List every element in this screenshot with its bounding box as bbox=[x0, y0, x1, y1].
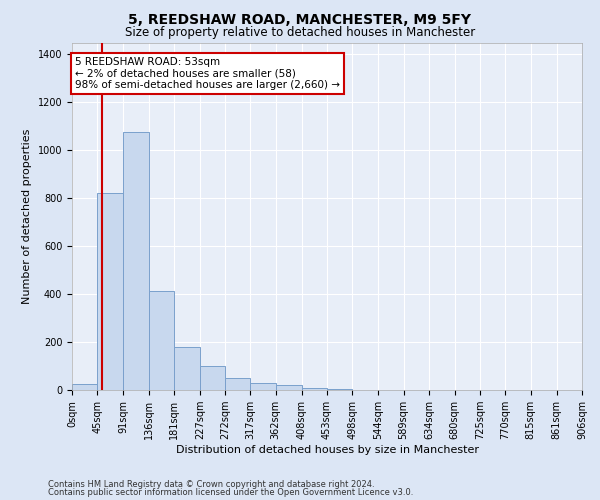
X-axis label: Distribution of detached houses by size in Manchester: Distribution of detached houses by size … bbox=[176, 445, 479, 455]
Y-axis label: Number of detached properties: Number of detached properties bbox=[22, 128, 32, 304]
Text: 5, REEDSHAW ROAD, MANCHESTER, M9 5FY: 5, REEDSHAW ROAD, MANCHESTER, M9 5FY bbox=[128, 12, 472, 26]
Bar bbox=[97, 194, 123, 390]
Bar bbox=[149, 290, 174, 390]
Bar bbox=[200, 366, 225, 390]
Bar bbox=[225, 378, 250, 390]
Bar bbox=[302, 388, 327, 390]
Text: 5 REEDSHAW ROAD: 53sqm
← 2% of detached houses are smaller (58)
98% of semi-deta: 5 REEDSHAW ROAD: 53sqm ← 2% of detached … bbox=[75, 57, 340, 90]
Bar bbox=[174, 347, 200, 390]
Bar bbox=[276, 385, 302, 390]
Bar bbox=[123, 132, 149, 390]
Text: Contains HM Land Registry data © Crown copyright and database right 2024.: Contains HM Land Registry data © Crown c… bbox=[48, 480, 374, 489]
Bar bbox=[250, 383, 276, 390]
Text: Size of property relative to detached houses in Manchester: Size of property relative to detached ho… bbox=[125, 26, 475, 39]
Text: Contains public sector information licensed under the Open Government Licence v3: Contains public sector information licen… bbox=[48, 488, 413, 497]
Bar bbox=[72, 384, 97, 390]
